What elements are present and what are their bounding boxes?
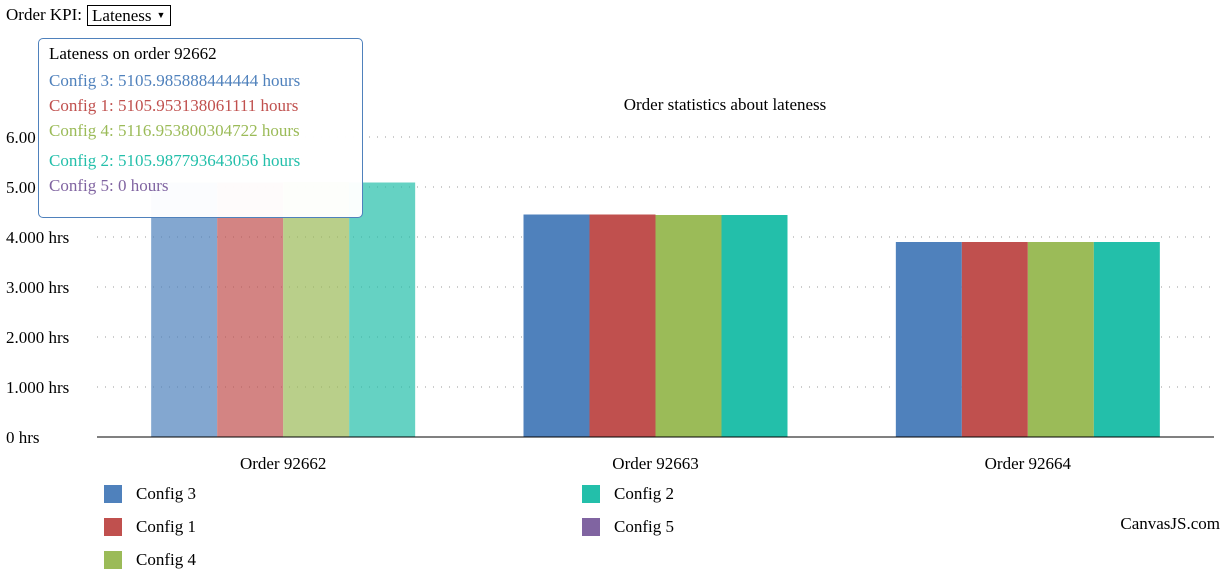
bar-config-1: [217, 182, 284, 437]
x-tick-label: Order 92662: [240, 454, 326, 473]
bar-config-2: [1093, 242, 1160, 437]
chevron-down-icon: ▼: [156, 9, 166, 20]
tooltip-title: Lateness on order 92662: [49, 44, 217, 63]
y-tick-label: 0 hrs: [6, 428, 40, 447]
legend-swatch: [104, 485, 122, 503]
canvasjs-credit-link[interactable]: CanvasJS.com: [1120, 514, 1220, 533]
y-tick-label: 6.00: [6, 128, 36, 147]
x-tick-label: Order 92663: [612, 454, 698, 473]
bar-config-3: [151, 182, 218, 437]
order-kpi-selected-value: Lateness: [92, 5, 152, 25]
order-kpi-control: Order KPI: Lateness ▼: [6, 4, 172, 26]
bar-config-2: [349, 182, 416, 437]
legend-label: Config 2: [614, 484, 674, 503]
tooltip-row-config-3: Config 3: 5105.985888444444 hours: [49, 71, 301, 90]
legend-swatch: [582, 518, 600, 536]
legend-label: Config 1: [136, 517, 196, 536]
legend-label: Config 4: [136, 550, 196, 569]
bar-config-4: [283, 182, 350, 437]
tooltip-row-config-2: Config 2: 5105.987793643056 hours: [49, 151, 301, 170]
tooltip-row-config-1: Config 1: 5105.953138061111 hours: [49, 96, 299, 115]
x-tick-label: Order 92664: [985, 454, 1072, 473]
y-tick-label: 2.000 hrs: [6, 328, 69, 347]
legend-item-config-1[interactable]: Config 1: [104, 516, 196, 538]
bar-config-3: [895, 242, 962, 437]
chart-tooltip: Lateness on order 92662 Config 3: 5105.9…: [38, 38, 363, 218]
bar-config-1: [589, 214, 656, 437]
bar-config-2: [721, 215, 788, 437]
bar-config-4: [655, 215, 722, 437]
legend-label: Config 5: [614, 517, 674, 536]
bar-config-4: [1027, 242, 1094, 437]
bar-config-3: [523, 214, 590, 437]
bar-config-1: [961, 242, 1028, 437]
legend-swatch: [104, 518, 122, 536]
order-kpi-label: Order KPI:: [6, 5, 83, 24]
legend-item-config-5[interactable]: Config 5: [582, 516, 674, 538]
legend-item-config-4[interactable]: Config 4: [104, 549, 196, 571]
tooltip-row-config-4: Config 4: 5116.953800304722 hours: [49, 121, 300, 140]
chart-title: Order statistics about lateness: [623, 95, 827, 114]
y-tick-label: 1.000 hrs: [6, 378, 69, 397]
y-tick-label: 4.000 hrs: [6, 228, 69, 247]
order-kpi-select[interactable]: Lateness ▼: [87, 4, 172, 26]
y-tick-label: 5.00: [6, 178, 36, 197]
legend-label: Config 3: [136, 484, 196, 503]
legend-swatch: [582, 485, 600, 503]
legend-item-config-2[interactable]: Config 2: [582, 483, 674, 505]
legend-swatch: [104, 551, 122, 569]
legend-item-config-3[interactable]: Config 3: [104, 483, 196, 505]
y-tick-label: 3.000 hrs: [6, 278, 69, 297]
tooltip-row-config-5: Config 5: 0 hours: [49, 176, 169, 195]
